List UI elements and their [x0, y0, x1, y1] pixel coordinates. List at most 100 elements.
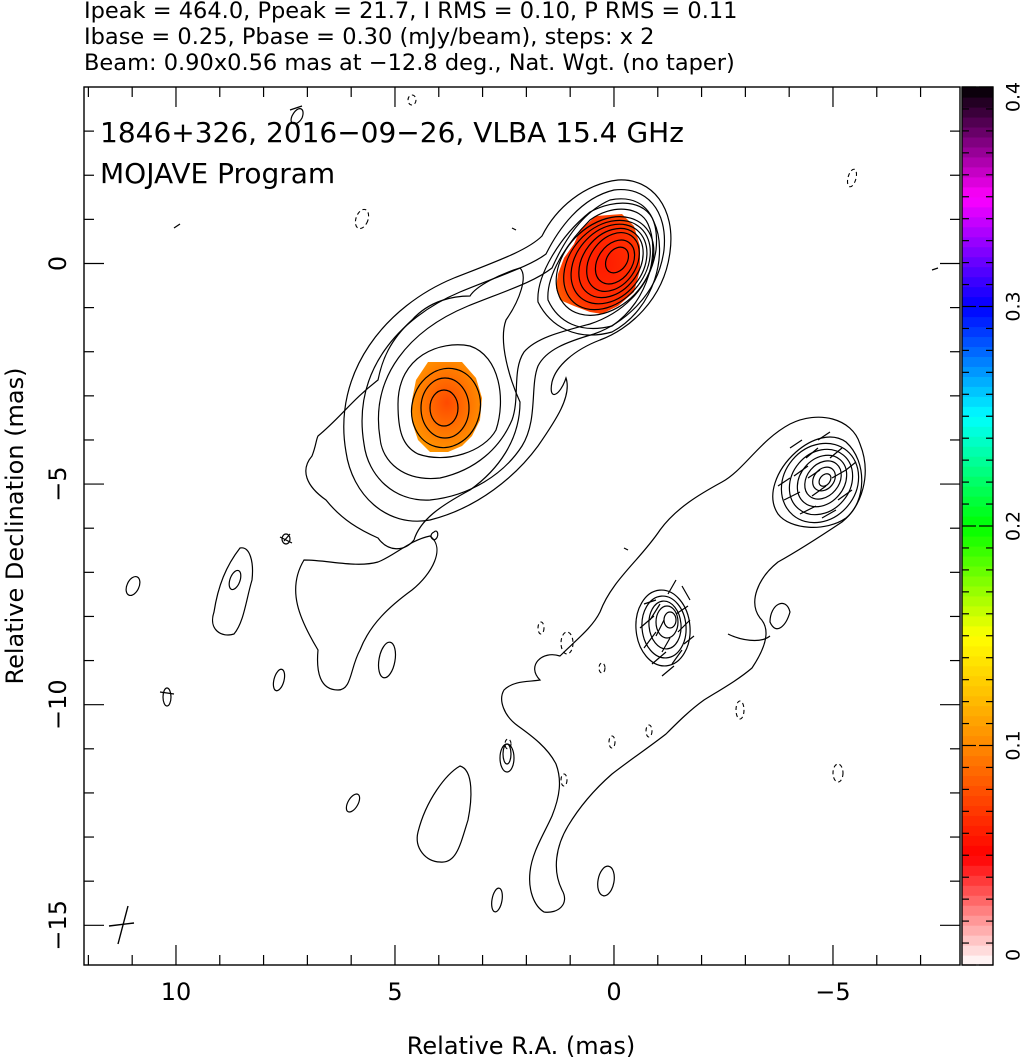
intensity-contours	[125, 108, 939, 913]
evpa-ticks	[159, 105, 857, 695]
colorbar-cell	[962, 266, 993, 278]
colorbar-cell	[962, 336, 993, 348]
header-line-3: Beam: 0.90x0.56 mas at −12.8 deg., Nat. …	[84, 50, 735, 76]
x-axis-tick-labels: 10 5 0 −5	[161, 978, 851, 1006]
colorbar-cell	[962, 665, 993, 677]
colorbar-cell	[962, 296, 993, 308]
colorbar-cell	[962, 675, 993, 687]
x-tick-label: −5	[815, 978, 850, 1006]
colorbar-ticks	[962, 86, 993, 966]
colorbar-cell	[962, 875, 993, 886]
x-axis-label: Relative R.A. (mas)	[407, 1032, 635, 1060]
colorbar-cell	[962, 605, 993, 617]
colorbar-cell	[962, 436, 993, 447]
colorbar-cell	[962, 585, 993, 597]
y-axis-label: Relative Declination (mas)	[1, 367, 29, 684]
colorbar-cell	[962, 406, 993, 417]
colorbar-cell	[962, 805, 993, 816]
colorbar-cell	[962, 595, 993, 607]
colorbar-cell	[962, 176, 993, 188]
beam-marker	[108, 905, 135, 945]
colorbar-cell	[962, 535, 993, 547]
colorbar-cell	[962, 456, 993, 467]
colorbar-cell	[962, 725, 993, 737]
colorbar-cell	[962, 885, 993, 896]
colorbar-cell	[962, 685, 993, 697]
colorbar-cell	[962, 426, 993, 437]
colorbar-cell	[962, 466, 993, 477]
colorbar-cell	[962, 635, 993, 647]
colorbar-cell	[962, 516, 993, 527]
colorbar-cell	[962, 346, 993, 357]
header-line-2: Ibase = 0.25, Pbase = 0.30 (mJy/beam), s…	[84, 24, 655, 50]
colorbar-cell	[962, 855, 993, 866]
y-axis-tick-labels: 0 −5 −10 −15	[44, 256, 72, 951]
colorbar-cell	[962, 416, 993, 427]
colorbar-cell	[962, 216, 993, 228]
colorbar-cell	[962, 166, 993, 178]
colorbar-cell	[962, 755, 993, 767]
colorbar-cell	[962, 506, 993, 517]
y-tick-label: −15	[44, 900, 72, 951]
colorbar-cell	[962, 625, 993, 637]
colorbar-cell	[962, 256, 993, 268]
y-axis-ticks	[84, 130, 960, 926]
colorbar-cell	[962, 146, 993, 158]
colorbar-cell	[962, 945, 993, 956]
colorbar-cell	[962, 615, 993, 627]
colorbar-cell	[962, 765, 993, 777]
colorbar-cell	[962, 815, 993, 826]
colorbar-cell	[962, 356, 993, 367]
colorbar-cell	[962, 366, 993, 377]
y-tick-label: −5	[44, 466, 72, 501]
colorbar-cell	[962, 555, 993, 567]
colorbar-cell	[962, 196, 993, 208]
colorbar-cell	[962, 106, 993, 118]
colorbar-cell	[962, 745, 993, 757]
colorbar-cell	[962, 955, 993, 966]
colorbar-cell	[962, 446, 993, 457]
colorbar-cell	[962, 236, 993, 248]
colorbar-cell	[962, 116, 993, 128]
plot-frame	[83, 86, 961, 966]
colorbar-cell	[962, 865, 993, 876]
colorbar-cell	[962, 825, 993, 836]
colorbar-cell	[962, 545, 993, 557]
y-tick-label: −10	[44, 679, 72, 730]
colorbar-cell	[962, 96, 993, 108]
colorbar-cell	[962, 87, 993, 98]
header-line-1: Ipeak = 464.0, Ppeak = 21.7, I RMS = 0.1…	[84, 0, 738, 24]
colorbar-cell	[962, 306, 993, 318]
colorbar-cell	[962, 206, 993, 218]
colorbar-cell	[962, 386, 993, 397]
colorbar-cell	[962, 396, 993, 407]
map-area	[108, 94, 939, 945]
colorbar-cell	[962, 286, 993, 298]
colorbar-cell	[962, 655, 993, 667]
colorbar-cell	[962, 895, 993, 906]
colorbar-cell	[962, 326, 993, 338]
colorbar-cell	[962, 276, 993, 288]
colorbar-cell	[962, 645, 993, 657]
colorbar-cell	[962, 775, 993, 787]
colorbar-cell	[962, 785, 993, 796]
colorbar-cell	[962, 705, 993, 717]
colorbar-cell	[962, 476, 993, 487]
colorbar-tick-label: 0.2	[1003, 511, 1022, 541]
map-subtitle: MOJAVE Program	[100, 157, 335, 190]
colorbar-cell	[962, 715, 993, 727]
colorbar-cell	[962, 795, 993, 806]
colorbar: 0 0.1 0.2 0.3 0.4	[961, 82, 1022, 966]
colorbar-cell	[962, 246, 993, 258]
colorbar-cell	[962, 156, 993, 168]
colorbar-cell	[962, 915, 993, 926]
colorbar-cell	[962, 316, 993, 328]
colorbar-cell	[962, 935, 993, 946]
pol-patch-core	[556, 214, 640, 314]
map-title: 1846+326, 2016−09−26, VLBA 15.4 GHz	[100, 116, 684, 149]
colorbar-cells	[962, 87, 993, 966]
colorbar-cell	[962, 835, 993, 846]
colorbar-cell	[962, 695, 993, 707]
colorbar-cell	[962, 565, 993, 577]
